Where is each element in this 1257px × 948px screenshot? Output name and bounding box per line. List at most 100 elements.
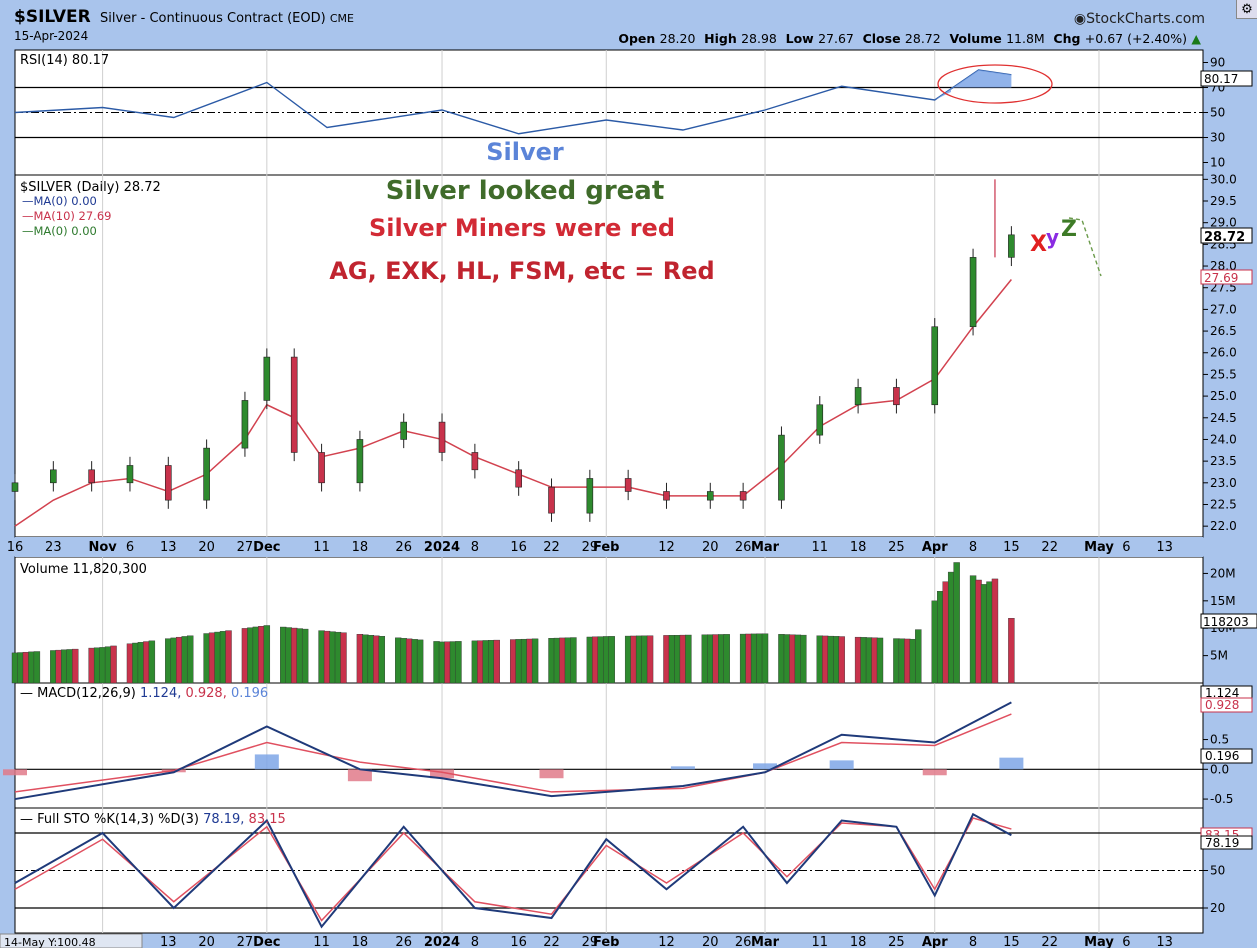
volume-bar <box>449 641 457 684</box>
x-tick-label: Feb <box>593 935 619 948</box>
volume-bar <box>88 647 95 684</box>
x-tick-label: May <box>1084 540 1114 555</box>
volume-value: 11.8M <box>1006 31 1045 46</box>
x-tick-label: 23 <box>45 540 62 555</box>
x-tick-label: 6 <box>1122 935 1130 948</box>
volume-bar <box>559 637 566 684</box>
settings-icon[interactable]: ⚙ <box>1236 0 1257 19</box>
volume-bar <box>482 640 490 684</box>
x-tick-label: 25 <box>888 540 905 555</box>
chart-panels <box>14 49 1204 934</box>
volume-bar <box>104 646 112 684</box>
volume-bar <box>953 562 960 684</box>
y-tick-label: 24.5 <box>1210 411 1237 425</box>
volume-bar <box>570 637 577 684</box>
volume-bar <box>718 634 725 684</box>
x-tick-label: 18 <box>850 540 867 555</box>
volume-bar <box>378 636 386 684</box>
exchange-label: CME <box>329 12 354 25</box>
volume-bar <box>400 638 407 684</box>
macd-legend-part: 1.124, <box>136 686 181 701</box>
sto-d-line <box>14 817 1012 922</box>
macd-histogram-bar <box>539 769 564 779</box>
volume-bar <box>126 643 134 684</box>
volume-bar <box>663 635 670 684</box>
candle-2024-01-16 <box>515 469 522 488</box>
y-tick-label: 29.5 <box>1210 194 1237 208</box>
volume-bar <box>137 642 145 684</box>
x-tick-label: 27 <box>237 935 254 948</box>
volume-bar <box>937 591 944 684</box>
wave-x-label: X <box>1030 232 1047 257</box>
chart-labels: 103050709022.022.523.023.524.024.525.025… <box>0 53 1257 948</box>
low-value: 27.67 <box>818 31 854 46</box>
y-tick-label: 90 <box>1210 56 1225 70</box>
volume-bar <box>947 571 955 684</box>
macd-histogram-bar <box>829 760 854 770</box>
x-tick-label: 20 <box>198 935 215 948</box>
volume-bar <box>241 628 249 684</box>
candle-2023-12-18 <box>356 439 364 484</box>
low-label: Low <box>785 31 814 46</box>
volume-bar <box>739 633 747 684</box>
annotation-silver: Silver <box>486 138 564 166</box>
volume-bar <box>438 641 446 684</box>
x-tick-label: 2024 <box>424 935 460 948</box>
volume-bar <box>991 578 999 684</box>
x-tick-label: 13 <box>1156 935 1173 948</box>
volume-bar <box>778 634 785 684</box>
macd-histogram-bar <box>430 769 455 779</box>
ma10-line <box>14 279 1012 527</box>
candle-2023-12-11 <box>318 452 325 484</box>
volume-bar <box>291 627 298 684</box>
volume-bar <box>816 635 823 684</box>
volume-bar <box>395 637 402 684</box>
candle-2024-02-12 <box>663 491 670 501</box>
x-tick-label: 2024 <box>424 540 460 555</box>
chart-date: 15-Apr-2024 <box>14 29 89 43</box>
close-label: Close <box>862 31 901 46</box>
volume-bar <box>975 579 982 684</box>
source-label: StockCharts.com <box>1086 11 1205 27</box>
y-tick-label: 26.0 <box>1210 346 1237 360</box>
volume-bar <box>635 635 643 684</box>
sto-legend-part: 78.19, <box>199 812 244 827</box>
volume-bar <box>865 637 873 684</box>
candle-2023-12-06 <box>290 356 298 453</box>
volume-bar <box>827 635 834 684</box>
ohlc-readout: Open 28.20 High 28.98 Low 27.67 Close 28… <box>618 31 1201 46</box>
rsi-overbought-fill <box>934 70 1012 100</box>
x-tick-label: 25 <box>888 935 905 948</box>
volume-label: Volume <box>949 31 1002 46</box>
wave-y-label: y <box>1046 225 1059 249</box>
volume-bar <box>745 633 752 684</box>
candle-2023-10-16 <box>11 482 19 492</box>
volume-bar <box>247 627 254 684</box>
candle-2024-02-20 <box>706 491 714 501</box>
macd-legend-part: — MACD(12,26,9) <box>20 686 136 701</box>
volume-bar <box>548 638 555 684</box>
macd-legend-part: 0.928, <box>181 686 226 701</box>
y-tick-label: 50 <box>1210 106 1225 120</box>
macd-line <box>14 701 1012 801</box>
x-tick-label: 20 <box>198 540 215 555</box>
volume-bar <box>509 639 517 684</box>
ma-legend-0: —MA(0) 0.00 <box>22 194 97 208</box>
volume-bar <box>860 637 867 684</box>
candle-2024-03-25 <box>893 387 900 406</box>
volume-bar <box>515 639 522 684</box>
x-tick-label: Apr <box>922 935 948 948</box>
cursor-readout-box <box>0 933 143 948</box>
x-tick-label: 8 <box>969 540 977 555</box>
x-tick-label: 13 <box>1156 540 1173 555</box>
x-tick-label: 11 <box>812 935 829 948</box>
candle-2024-02-26 <box>739 491 747 501</box>
x-tick-label: 22 <box>1041 540 1058 555</box>
candle-2024-04-15 <box>1008 234 1015 258</box>
annotation-line3: AG, EXK, HL, FSM, etc = Red <box>329 257 714 285</box>
x-tick-label: Dec <box>253 935 280 948</box>
x-tick-label: Apr <box>922 540 948 555</box>
symbol-description: Silver - Continuous Contract (EOD) CME <box>100 11 354 26</box>
volume-bar <box>285 627 292 684</box>
x-tick-label: 18 <box>850 935 867 948</box>
